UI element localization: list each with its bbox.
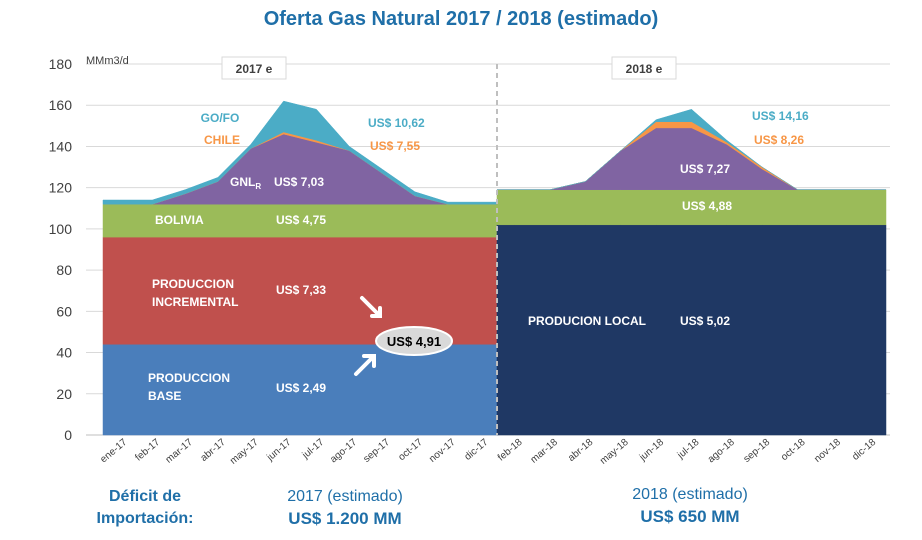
deficit-2018-label: 2018 (estimado) (632, 486, 748, 503)
annotation-label: CHILE (204, 133, 240, 147)
annotation-label: PRODUCCION (152, 277, 234, 291)
deficit-label: Déficit de Importación: (80, 486, 210, 530)
x-tick-label: nov-17 (427, 437, 458, 465)
deficit-label-line1: Déficit de (108, 488, 181, 505)
x-tick-label: jul-18 (675, 437, 702, 462)
area-go-fo (497, 109, 886, 190)
annotation-label: US$ 7,27 (680, 162, 730, 176)
area-producion-local (496, 224, 887, 436)
y-tick-label: 80 (56, 262, 72, 278)
deficit-2018-value: US$ 650 MM (640, 507, 740, 526)
x-tick-label: jun-17 (264, 437, 293, 464)
x-tick-label: jun-18 (637, 437, 666, 464)
annotation-label: US$ 7,33 (276, 283, 326, 297)
x-tick-label: feb-18 (496, 437, 525, 464)
x-tick-label: sep-17 (362, 437, 393, 465)
y-tick-label: 20 (56, 386, 72, 402)
x-tick-label: abr-18 (566, 437, 596, 464)
y-tick-label: 140 (49, 138, 73, 154)
x-tick-label: ene-17 (98, 437, 129, 466)
x-tick-label: abr-17 (199, 437, 229, 464)
panel-header-box (221, 56, 287, 80)
annotation-label: PRODUCION LOCAL (528, 314, 646, 328)
annotation-label: BOLIVIA (155, 213, 204, 227)
x-tick-label: ago-18 (706, 437, 737, 466)
annotation-label: US$ 7,55 (370, 139, 420, 153)
x-tick-label: mar-17 (164, 437, 196, 466)
callout-label: US$ 4,91 (387, 334, 441, 349)
x-tick-label: may-17 (228, 437, 261, 467)
y-tick-label: 100 (49, 221, 73, 237)
area-gnl (497, 127, 886, 190)
x-tick-label: dic-17 (463, 437, 491, 463)
annotation-label: PRODUCCION (148, 371, 230, 385)
annotation-label: BASE (148, 389, 181, 403)
area-gnl (103, 133, 497, 205)
deficit-2017: 2017 (estimado) US$ 1.200 MM (230, 486, 460, 530)
deficit-2018: 2018 (estimado) US$ 650 MM (575, 484, 805, 528)
callout-bubble (375, 326, 453, 356)
annotation-label: US$ 5,02 (680, 314, 730, 328)
annotation-label: US$ 10,62 (368, 116, 425, 130)
chart-title: Oferta Gas Natural 2017 / 2018 (estimado… (263, 8, 659, 30)
y-tick-label: 180 (49, 56, 73, 72)
x-tick-label: sep-18 (742, 437, 773, 465)
y-tick-label: 120 (49, 180, 73, 196)
y-tick-label: 40 (56, 345, 72, 361)
annotation-label: INCREMENTAL (152, 295, 238, 309)
annotation-label: GO/FO (201, 111, 240, 125)
x-tick-label: dic-18 (850, 437, 878, 463)
annotation-label: US$ 4,88 (682, 199, 732, 213)
x-tick-label: oct-18 (779, 437, 808, 464)
x-tick-label: may-18 (598, 437, 631, 467)
annotation-label: US$ 14,16 (752, 109, 809, 123)
annotation-label: US$ 7,03 (274, 175, 324, 189)
deficit-2017-value: US$ 1.200 MM (288, 509, 402, 528)
panel-header: 2018 e (626, 62, 663, 76)
deficit-2017-label: 2017 (estimado) (287, 488, 403, 505)
panel-header: 2017 e (236, 62, 273, 76)
annotation-label: US$ 2,49 (276, 381, 326, 395)
y-axis-unit: MMm3/d (86, 55, 129, 67)
x-tick-label: feb-17 (133, 437, 162, 464)
annotation-subscript: R (255, 182, 261, 191)
x-tick-label: mar-18 (529, 437, 561, 466)
x-tick-label: jul-17 (300, 437, 327, 462)
annotation-label: US$ 8,26 (754, 133, 804, 147)
deficit-label-line2: Importación: (96, 510, 194, 527)
arrow-down-icon (360, 296, 382, 318)
x-tick-label: oct-17 (396, 437, 425, 464)
y-tick-label: 60 (56, 303, 72, 319)
annotation-label: US$ 4,75 (276, 213, 326, 227)
panel-header-box (611, 56, 677, 80)
x-tick-label: nov-18 (812, 437, 843, 465)
arrow-up-icon (354, 354, 376, 376)
x-tick-label: ago-17 (328, 437, 359, 466)
annotation-label: GNLR (230, 175, 261, 191)
y-tick-label: 160 (49, 97, 73, 113)
y-tick-label: 0 (64, 427, 72, 443)
